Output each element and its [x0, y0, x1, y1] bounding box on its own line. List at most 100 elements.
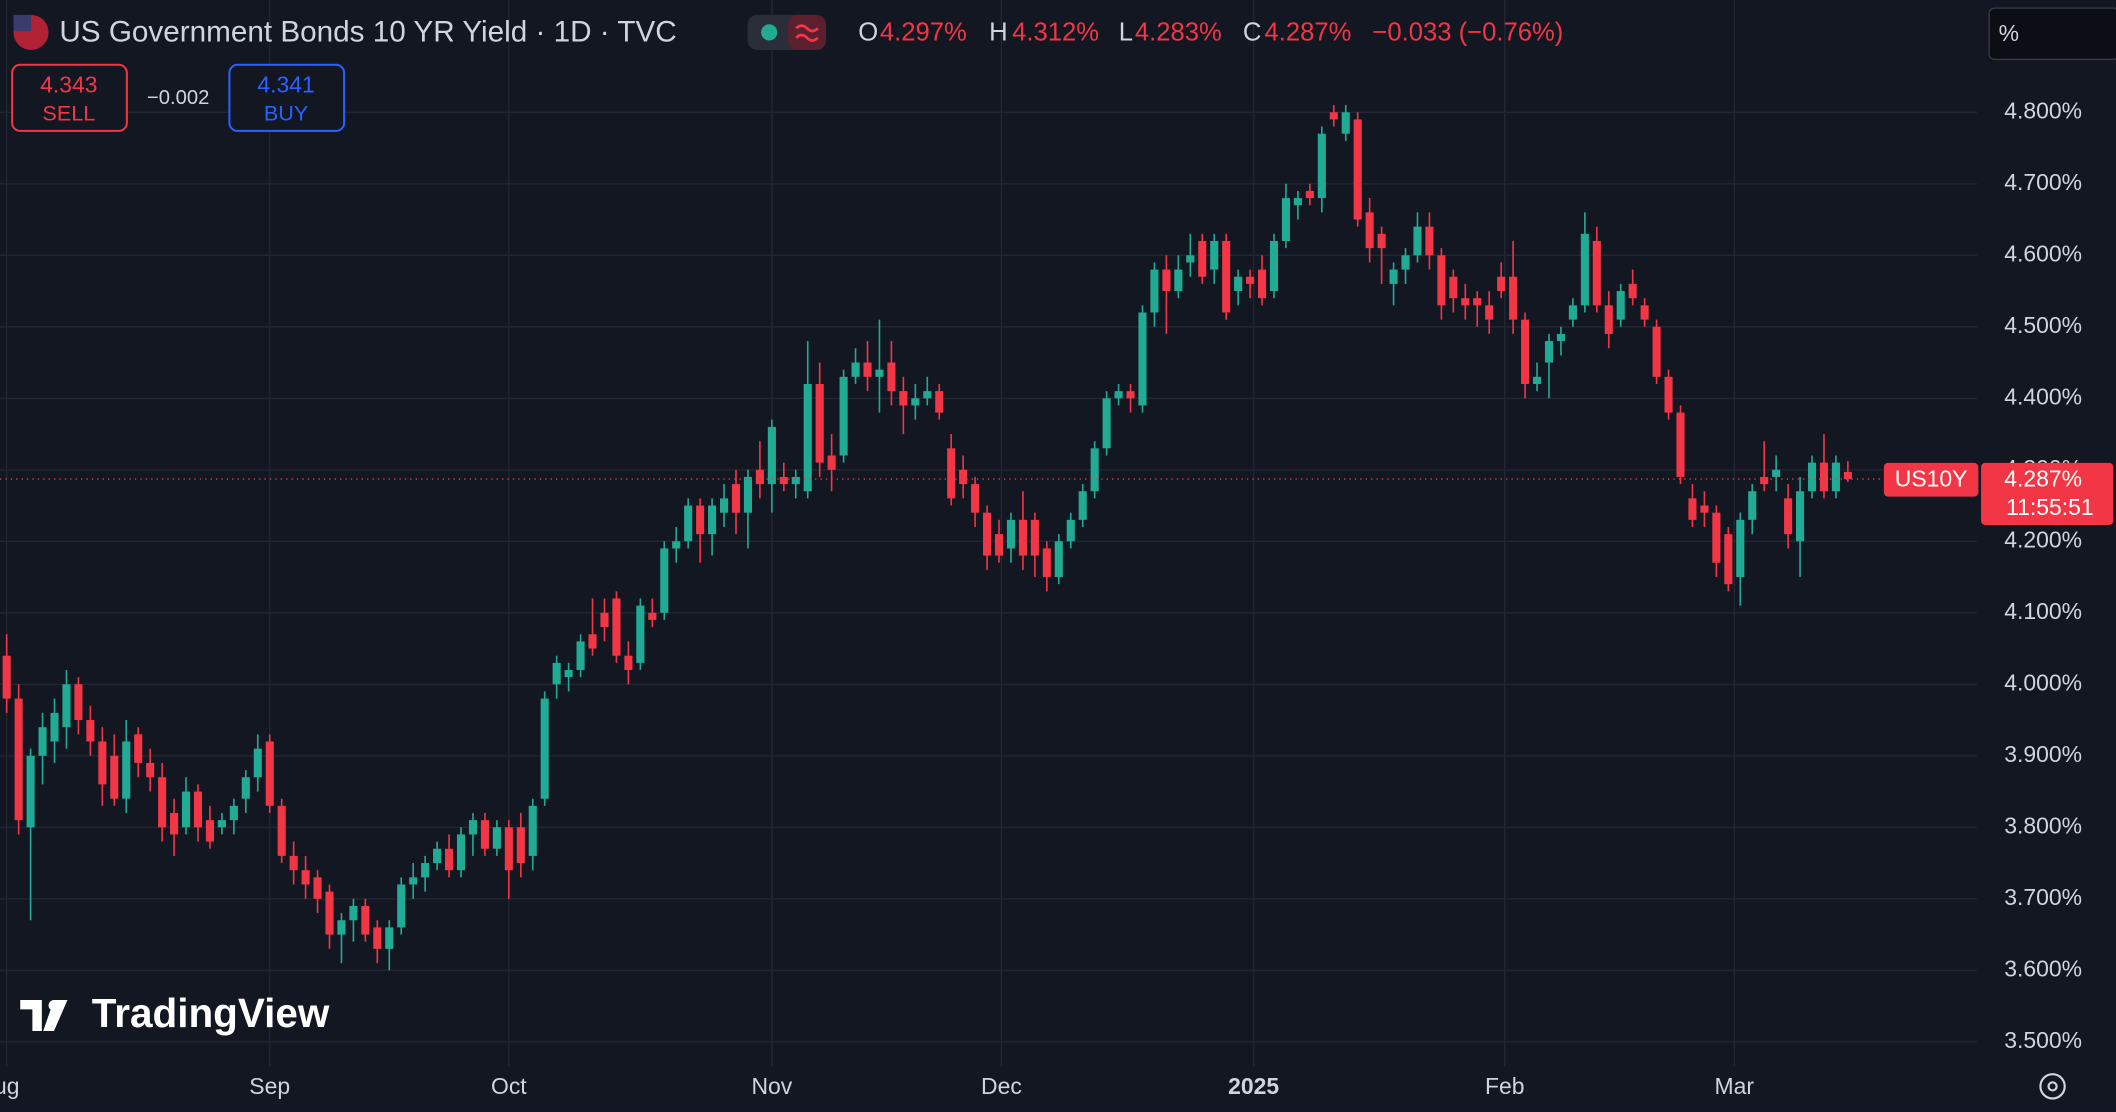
legend-open: 4.297% — [880, 19, 967, 47]
candle-body — [1353, 119, 1362, 220]
candle-body — [947, 448, 956, 499]
candle-body — [1772, 469, 1781, 477]
buy-price[interactable]: 4.341 — [257, 71, 314, 97]
candle-body — [839, 376, 848, 456]
y-tick-label: 4.100% — [2004, 598, 2082, 624]
x-tick-label: Feb — [1485, 1073, 1525, 1099]
candle-body — [98, 741, 107, 785]
candle-body — [1389, 269, 1398, 284]
candle-body — [1054, 541, 1063, 578]
spread: −0.002 — [147, 87, 209, 109]
candle-body — [1604, 305, 1613, 334]
candle-body — [1688, 498, 1697, 520]
candle-body — [1819, 462, 1829, 492]
candle-body — [983, 512, 992, 556]
candle-body — [851, 362, 860, 377]
candle-body — [875, 369, 884, 377]
countdown: 11:55:51 — [2006, 494, 2094, 520]
candle-body — [1269, 240, 1279, 292]
candle-body — [1700, 505, 1709, 513]
buy-button[interactable]: 4.341 BUY — [228, 63, 346, 132]
unit-label[interactable]: % — [1999, 20, 2019, 46]
candle-body — [1616, 291, 1625, 320]
candle-body — [1807, 462, 1817, 492]
y-tick-label: 4.500% — [2004, 312, 2082, 338]
candle-body — [1532, 376, 1542, 384]
candle-body — [1162, 269, 1171, 292]
candle-body — [181, 791, 191, 828]
candle-body — [576, 641, 585, 670]
delayed-badge — [788, 14, 826, 50]
candle-body — [935, 391, 944, 413]
candle-body — [1843, 471, 1852, 480]
legend-close: 4.287% — [1264, 19, 1351, 47]
candle-body — [540, 698, 549, 799]
candle-body — [1664, 376, 1673, 413]
candle-body — [289, 855, 298, 871]
price-badge — [1981, 462, 2114, 525]
candle-body — [731, 484, 741, 513]
candle-body — [1640, 305, 1649, 320]
candle-body — [325, 891, 334, 935]
candle-body — [1222, 240, 1231, 313]
candle-body — [1377, 233, 1386, 249]
sell-button[interactable]: 4.343 SELL — [11, 63, 128, 132]
candle-body — [1544, 341, 1554, 363]
candle-body — [229, 805, 238, 821]
legend-close-label: C — [1243, 19, 1262, 47]
legend-change: −0.033 (−0.76%) — [1372, 19, 1563, 47]
candle-body — [1724, 534, 1733, 585]
candle-body — [1497, 276, 1506, 292]
y-tick-label: 4.000% — [2004, 669, 2082, 695]
candle-body — [1521, 319, 1530, 384]
symbol-badge — [1883, 462, 1979, 497]
candle-body — [1006, 519, 1016, 549]
candle-body — [1150, 269, 1159, 313]
plot-area — [0, 0, 1978, 1067]
candle-body — [265, 741, 274, 806]
candle-body — [1449, 276, 1458, 299]
candle-body — [1413, 226, 1422, 256]
buy-box[interactable] — [228, 63, 346, 132]
candle-body — [361, 905, 370, 935]
candle-body — [696, 505, 705, 535]
candle-body — [1748, 491, 1757, 520]
delayed-icon — [795, 24, 819, 42]
candle-body — [528, 805, 537, 856]
legend-low-label: L — [1119, 19, 1133, 47]
candle-body — [779, 476, 788, 485]
y-tick-label: 3.700% — [2004, 884, 2082, 910]
sell-price[interactable]: 4.343 — [40, 71, 97, 97]
x-tick-label: ug — [0, 1073, 19, 1099]
candle-body — [1138, 312, 1147, 406]
settings-button[interactable] — [2039, 1073, 2066, 1100]
y-tick-label: 4.200% — [2004, 526, 2082, 552]
candle-body — [134, 734, 143, 763]
unit-button[interactable]: % — [1988, 7, 2116, 61]
settings-icon-center[interactable] — [2047, 1081, 2058, 1092]
candle-body — [349, 905, 358, 921]
candle-body — [1186, 255, 1195, 263]
sell-label[interactable]: SELL — [42, 100, 95, 125]
sell-box[interactable] — [11, 63, 128, 132]
candle-body — [1030, 519, 1039, 556]
candle-body — [1437, 255, 1446, 306]
candle-body — [708, 505, 717, 535]
legend-high-label: H — [989, 19, 1008, 47]
candle-body — [516, 827, 525, 864]
candle-body — [1281, 198, 1291, 241]
buy-label[interactable]: BUY — [264, 100, 308, 125]
y-tick-label: 3.600% — [2004, 955, 2082, 981]
candle-body — [863, 362, 872, 377]
candle-body — [170, 812, 179, 835]
x-tick-label: 2025 — [1228, 1073, 1279, 1099]
settings-icon[interactable] — [2039, 1073, 2066, 1100]
candle-body — [1473, 298, 1482, 306]
candle-body — [277, 805, 286, 856]
candle-body — [241, 777, 250, 799]
candle-body — [1090, 448, 1099, 492]
candle-body — [1784, 498, 1793, 535]
candle-body — [480, 820, 489, 849]
unit-box[interactable] — [1988, 7, 2116, 61]
candle-body — [1676, 412, 1685, 477]
